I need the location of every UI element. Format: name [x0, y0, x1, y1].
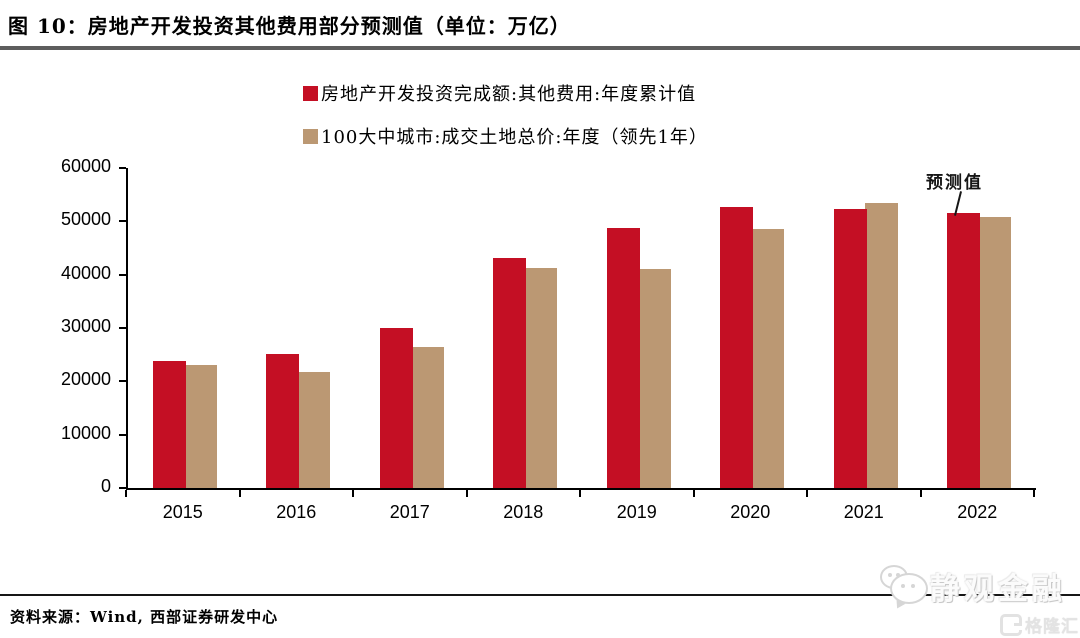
bar-group-2020 — [696, 168, 810, 488]
y-tick-label: 10000 — [60, 422, 111, 443]
red-bar-2016 — [266, 353, 300, 488]
x-tick-mark — [692, 490, 695, 497]
x-tick-mark — [125, 490, 127, 497]
x-tick-mark — [579, 490, 581, 497]
y-axis: 0 10000 20000 30000 40000 50000 60000 — [0, 156, 126, 496]
x-tick-mark — [919, 490, 922, 497]
x-tick-mark — [465, 490, 468, 497]
x-tick-label-2015: 2015 — [162, 502, 203, 522]
x-tick-mark — [352, 490, 354, 497]
x-tick-mark — [806, 490, 808, 497]
x-tick-label-2019: 2019 — [616, 502, 657, 522]
red-bar-2017 — [379, 328, 413, 488]
y-tick-label: 60000 — [60, 156, 111, 176]
tan-bar-2018 — [524, 268, 558, 488]
watermark: 静观金融 — [878, 564, 1066, 611]
x-axis: 2015 2016 2017 2018 2019 2020 2021 2022 — [125, 490, 1035, 530]
tan-bar-2022 — [978, 217, 1012, 488]
y-tick-label: 40000 — [60, 262, 111, 283]
y-tick-mark — [119, 167, 126, 169]
x-tick-label-2021: 2021 — [843, 502, 884, 522]
red-series-swatch-icon — [303, 85, 318, 101]
legend-label: 100大中城市:成交土地总价:年度（领先1年） — [321, 127, 708, 148]
watermark-brand: 静观金融 — [930, 572, 1066, 607]
tan-series-swatch-icon — [303, 128, 318, 144]
wechat-icon — [878, 565, 930, 611]
y-tick-label: 0 — [100, 476, 111, 496]
red-bar-2020 — [720, 207, 754, 488]
bar-chart: 0 10000 20000 30000 40000 50000 60000 2015 2016… — [0, 156, 1036, 530]
y-tick-mark — [119, 433, 126, 436]
x-tick-label-2022: 2022 — [957, 502, 998, 522]
bar-group-2021 — [809, 168, 923, 488]
bar-group-2015 — [128, 168, 242, 488]
page-title: 图 10：房地产开发投资其他费用部分预测值（单位：万亿） — [8, 14, 571, 38]
tan-bar-2020 — [751, 228, 785, 488]
legend-label: 房地产开发投资完成额:其他费用:年度累计值 — [321, 84, 697, 105]
y-tick-mark — [119, 487, 126, 489]
bar-group-2019 — [582, 168, 696, 488]
tan-bar-2021 — [864, 203, 898, 488]
y-tick-label: 30000 — [60, 316, 111, 336]
y-tick-label: 20000 — [60, 369, 111, 390]
x-tick-label-2017: 2017 — [389, 502, 430, 522]
bar-group-2017 — [355, 168, 469, 488]
x-tick-label-2016: 2016 — [276, 502, 317, 522]
tan-bar-2015 — [183, 364, 217, 488]
legend-item-red-series: 房地产开发投资完成额:其他费用:年度累计值 — [303, 82, 708, 105]
source-note: 资料来源：Wind, 西部证券研发中心 — [10, 608, 279, 626]
plot-area — [126, 168, 1036, 490]
y-tick-label: 50000 — [60, 209, 111, 230]
forecast-annotation: 预测值 — [926, 173, 983, 193]
x-tick-label-2020: 2020 — [730, 502, 771, 522]
y-tick-mark — [119, 327, 126, 329]
red-bar-2022 — [947, 213, 981, 488]
bar-group-2018 — [469, 168, 583, 488]
y-tick-mark — [119, 220, 126, 223]
wechat-bubble-big — [890, 573, 928, 604]
red-bar-2021 — [833, 208, 867, 488]
bottom-divider — [0, 594, 1080, 596]
y-tick-mark — [119, 380, 126, 383]
gelonghui-icon — [1000, 613, 1022, 636]
title-divider — [0, 46, 1080, 50]
x-tick-label-2018: 2018 — [503, 502, 544, 522]
tan-bar-2016 — [297, 372, 331, 488]
bar-group-2022 — [923, 168, 1037, 488]
chart-legend: 房地产开发投资完成额:其他费用:年度累计值 100大中城市:成交土地总价:年度（… — [303, 82, 708, 168]
y-tick-mark — [119, 273, 126, 276]
red-bar-2018 — [493, 258, 527, 488]
bar-group-2016 — [242, 168, 356, 488]
gelonghui-logo: 格隆汇 — [1000, 612, 1079, 637]
red-bar-2019 — [606, 227, 640, 488]
legend-item-tan-series: 100大中城市:成交土地总价:年度（领先1年） — [303, 125, 708, 148]
x-tick-mark — [238, 490, 241, 497]
tan-bar-2019 — [637, 269, 671, 488]
red-bar-2015 — [152, 360, 186, 488]
tan-bar-2017 — [410, 347, 444, 488]
x-tick-mark — [1033, 490, 1035, 497]
gelonghui-logo-text: 格隆汇 — [1025, 617, 1079, 637]
